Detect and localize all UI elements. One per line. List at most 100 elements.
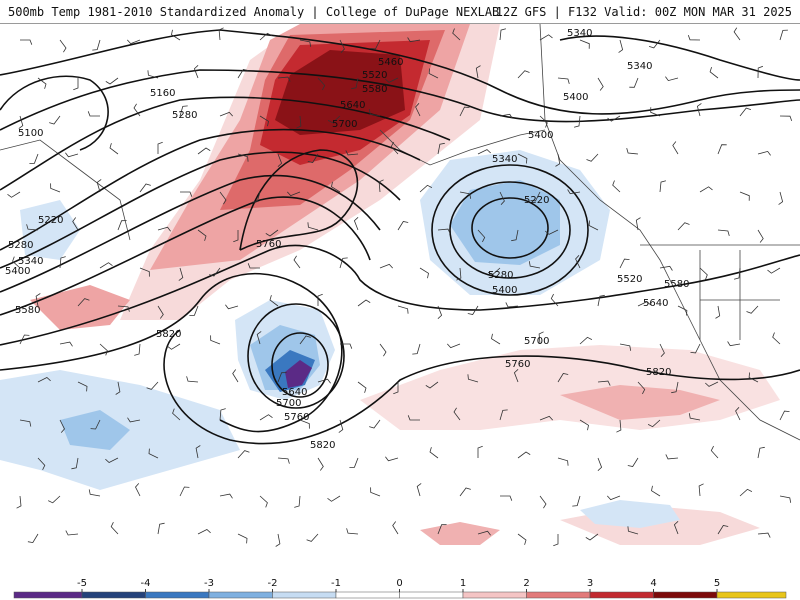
wind-barb xyxy=(659,343,665,357)
coastlines xyxy=(0,24,800,441)
wind-barb xyxy=(517,153,528,164)
wind-barb xyxy=(247,263,260,269)
contour-label: 5700 xyxy=(524,336,549,347)
anomaly-map: 5340 5340 5460 5520 5580 5640 5700 5400 … xyxy=(0,24,800,576)
wind-barb xyxy=(331,181,341,193)
colorbar-swatch xyxy=(13,591,83,599)
wind-barb xyxy=(416,483,422,497)
wind-barb xyxy=(277,76,291,82)
wind-barb xyxy=(59,256,66,269)
wind-barb xyxy=(739,107,752,117)
colorbar-swatch xyxy=(81,591,146,599)
wind-barb xyxy=(218,27,224,41)
wind-barb xyxy=(477,445,483,458)
wind-barb xyxy=(491,333,501,345)
wind-barb xyxy=(259,414,273,421)
colorbar-tick-label: -5 xyxy=(77,578,87,589)
wind-barb xyxy=(37,377,51,383)
contour-line xyxy=(431,164,589,296)
wind-barb xyxy=(135,483,141,497)
colorbar-swatch xyxy=(716,591,787,599)
wind-barb xyxy=(357,299,371,307)
wind-barb xyxy=(146,381,159,390)
wind-barb xyxy=(699,267,708,280)
wind-barb xyxy=(256,331,262,345)
wind-barb xyxy=(299,335,311,345)
wind-barb xyxy=(428,68,439,79)
wind-barb xyxy=(259,32,273,41)
wind-barb xyxy=(505,302,519,308)
wind-barb xyxy=(127,417,141,423)
header-bar: 500mb Temp 1981-2010 Standardized Anomal… xyxy=(0,0,800,24)
wind-barb xyxy=(92,39,101,51)
wind-barb xyxy=(573,115,581,128)
wind-barb xyxy=(586,153,599,162)
wind-barb xyxy=(327,115,341,124)
wind-barb xyxy=(105,77,119,85)
wind-barb xyxy=(757,65,764,79)
wind-barb xyxy=(487,267,501,276)
wind-barb xyxy=(757,446,765,459)
wind-barb xyxy=(727,341,741,347)
wind-barb xyxy=(459,191,472,199)
contour-label: 5580 xyxy=(362,84,387,95)
wind-barb xyxy=(612,180,621,193)
border-line xyxy=(699,250,780,340)
wind-barb xyxy=(37,77,47,89)
wind-barb xyxy=(299,419,310,429)
contour-label: 5100 xyxy=(18,128,43,139)
contour-line xyxy=(163,329,800,445)
wind-barb xyxy=(346,528,359,535)
contour-label: 5340 xyxy=(627,61,652,72)
wind-barb xyxy=(110,522,119,535)
wind-barb xyxy=(385,456,399,462)
wind-barb xyxy=(572,495,581,507)
colorbar-swatch xyxy=(653,591,718,599)
wind-barb xyxy=(635,217,641,231)
wind-barb xyxy=(327,495,341,502)
wind-barb xyxy=(35,293,41,307)
wind-barb xyxy=(597,294,605,307)
wind-barb xyxy=(687,34,701,41)
wind-barb xyxy=(88,489,101,497)
wind-barb xyxy=(467,305,479,315)
wind-barb xyxy=(306,533,319,542)
wind-barb xyxy=(539,495,547,509)
colorbar-swatch xyxy=(335,591,400,599)
wind-barb xyxy=(557,373,569,383)
contour-label: 5640 xyxy=(643,298,668,309)
wind-barb xyxy=(397,221,409,231)
wind-barb xyxy=(557,457,569,466)
colorbar-swatch xyxy=(145,591,210,599)
wind-barb xyxy=(467,374,479,383)
contour-label: 5280 xyxy=(8,240,33,251)
wind-barb xyxy=(209,267,221,277)
wind-barb xyxy=(269,295,279,307)
wind-barb xyxy=(412,343,421,355)
wind-barb xyxy=(557,77,570,85)
cold-anomaly-region xyxy=(20,200,80,260)
wind-barb xyxy=(673,521,679,535)
wind-barbs xyxy=(7,27,793,547)
wind-barb xyxy=(545,229,559,235)
wind-barb xyxy=(555,153,561,167)
wind-barb xyxy=(195,445,201,459)
wind-barb xyxy=(219,493,233,499)
wind-barb xyxy=(579,336,593,345)
contour-labels: 5340 5340 5460 5520 5580 5640 5700 5400 … xyxy=(5,28,689,451)
wind-barb xyxy=(219,111,233,117)
wind-barb xyxy=(379,343,387,357)
warm-anomaly-region xyxy=(560,385,720,420)
contour-line xyxy=(0,75,109,151)
wind-barb xyxy=(59,341,73,347)
contour-label: 5340 xyxy=(492,154,517,165)
wind-barb xyxy=(237,450,250,459)
wind-barb xyxy=(99,262,113,269)
colorbar-swatch xyxy=(208,591,273,599)
contour-label: 5400 xyxy=(5,266,30,277)
contour-line xyxy=(0,174,381,293)
wind-barb xyxy=(12,256,21,269)
wind-barb xyxy=(237,533,248,544)
wind-barb xyxy=(709,66,719,79)
wind-barb xyxy=(27,533,39,544)
